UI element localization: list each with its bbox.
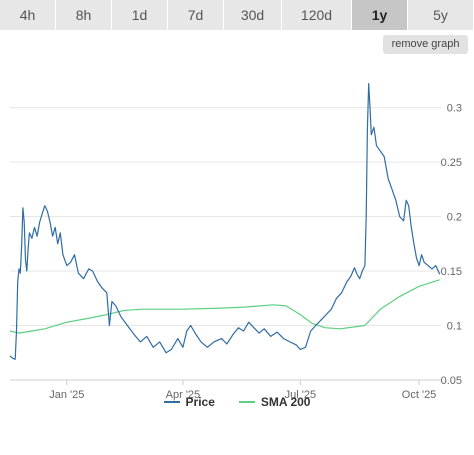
range-tab-7d[interactable]: 7d <box>168 0 224 30</box>
y-tick-label: 0.1 <box>447 321 462 333</box>
y-tick-label: 0.3 <box>447 103 462 115</box>
x-tick-label: Jan '25 <box>49 389 84 401</box>
x-axis-ticks: Jan '25 Apr '25 Jul '25 Oct '25 <box>49 380 436 401</box>
legend-label-sma: SMA 200 <box>260 395 311 409</box>
range-tab-30d[interactable]: 30d <box>224 0 282 30</box>
range-tab-8h[interactable]: 8h <box>56 0 112 30</box>
legend-item-price[interactable]: Price <box>163 395 215 409</box>
legend-swatch-price <box>163 401 180 403</box>
range-tab-5y[interactable]: 5y <box>408 0 474 30</box>
y-tick-label: 0.05 <box>441 375 462 387</box>
legend-item-sma[interactable]: SMA 200 <box>238 395 311 409</box>
y-tick-label: 0.15 <box>441 266 462 278</box>
range-tab-1d[interactable]: 1d <box>112 0 168 30</box>
grid-lines <box>10 107 441 381</box>
x-tick-label: Oct '25 <box>402 389 437 401</box>
legend-label-price: Price <box>185 395 215 409</box>
y-tick-label: 0.2 <box>447 212 462 224</box>
x-tick-label: Apr '25 <box>166 389 201 401</box>
time-range-selector: 4h 8h 1d 7d 30d 120d 1y 5y <box>0 0 474 30</box>
range-tab-4h[interactable]: 4h <box>0 0 56 30</box>
x-tick-label: Jul '25 <box>285 389 316 401</box>
range-tab-120d[interactable]: 120d <box>282 0 352 30</box>
price-line <box>9 83 441 360</box>
chart-legend: Price SMA 200 <box>0 392 474 412</box>
legend-swatch-sma <box>238 401 255 403</box>
y-tick-label: 0.25 <box>441 157 462 169</box>
sma-200-line <box>9 279 440 334</box>
range-tab-1y[interactable]: 1y <box>352 0 408 30</box>
y-axis-ticks: 0.05 0.1 0.15 0.2 0.25 0.3 <box>441 103 462 387</box>
series-lines <box>9 83 441 360</box>
remove-graph-button[interactable]: remove graph <box>383 35 468 54</box>
